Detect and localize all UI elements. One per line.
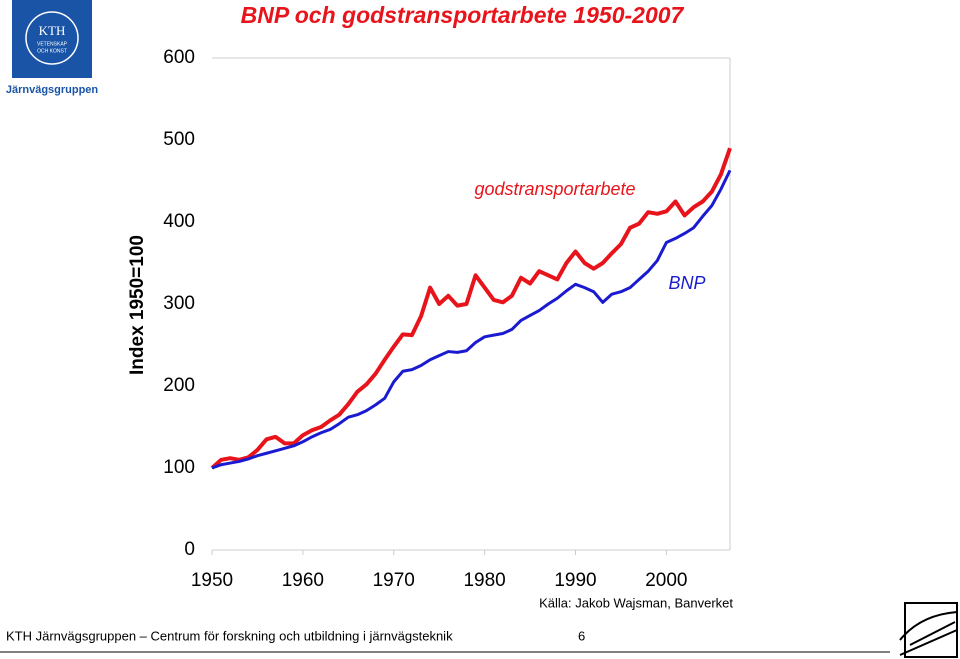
train-icon [899, 602, 958, 658]
logo-text: OCH KONST [37, 48, 67, 54]
series-label: BNP [668, 273, 705, 293]
y-tick-label: 200 [163, 375, 195, 396]
chart-title: BNP och godstransportarbete 1950-2007 [241, 2, 685, 28]
logo-text: KTH [39, 23, 66, 38]
series-label: godstransportarbete [474, 179, 635, 199]
x-tick-label: 1950 [191, 570, 233, 591]
x-tick-label: 1960 [282, 570, 324, 591]
series-line [211, 169, 732, 470]
series-line [210, 147, 732, 470]
x-tick-label: 2000 [645, 570, 687, 591]
source: Källa: Jakob Wajsman, Banverket [539, 595, 733, 610]
y-axis-label: Index 1950=100 [127, 235, 148, 375]
logo-text: VETENSKAP [37, 41, 68, 47]
logo-ring [25, 11, 79, 65]
group-name: Järnvägsgruppen [6, 84, 99, 96]
y-tick-label: 0 [184, 539, 195, 560]
y-tick-label: 500 [163, 129, 195, 150]
y-tick-label: 100 [163, 457, 195, 478]
page-number: 6 [578, 628, 585, 643]
y-tick-label: 400 [163, 211, 195, 232]
y-tick-label: 300 [163, 293, 195, 314]
x-tick-label: 1990 [554, 570, 596, 591]
y-tick-label: 600 [163, 47, 195, 68]
x-tick-label: 1980 [463, 570, 505, 591]
x-tick-label: 1970 [373, 570, 415, 591]
footer: KTH Järnvägsgruppen – Centrum för forskn… [6, 628, 453, 643]
